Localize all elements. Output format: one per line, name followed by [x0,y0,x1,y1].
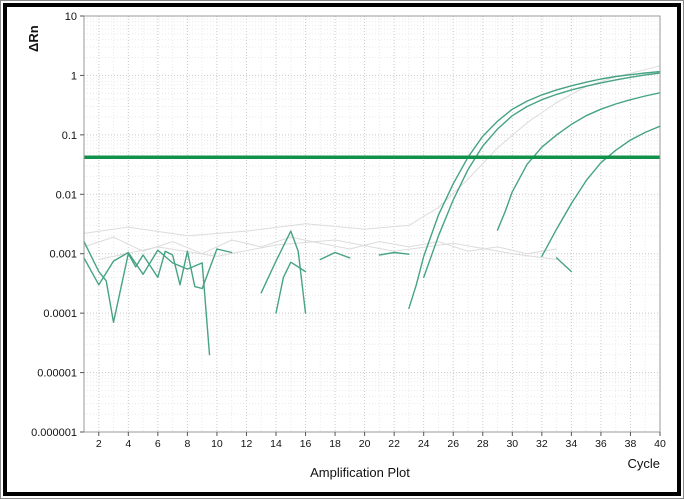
y-tick-label: 0.01 [56,189,77,201]
y-axis-label: ΔRn [26,25,41,52]
x-tick-label: 8 [184,438,190,450]
x-tick-label: 30 [506,438,518,450]
baseline-noise-5 [319,251,351,261]
baseline-noise-3 [260,230,307,314]
x-tick-label: 28 [477,438,489,450]
x-tick-label: 26 [447,438,459,450]
plot-background [84,16,660,432]
drift-trace-3 [98,239,558,260]
x-tick-label: 6 [155,438,161,450]
amplification-curve-4 [541,125,661,258]
x-axis-label: Cycle [627,456,660,471]
x-tick-label: 40 [654,438,666,450]
x-tick-label: 18 [329,438,341,450]
x-tick-label: 34 [566,438,578,450]
x-tick-label: 10 [211,438,223,450]
axis-layer: 2 4 6 8 10 12 14 16 18 20 22 24 26 28 30 32 34 36 38 401010… [31,11,666,450]
series-layer [83,65,661,356]
baseline-noise-4 [275,261,307,314]
y-tick-label: 1 [71,70,77,82]
amplification-curve-1 [408,70,661,310]
y-tick-label: 0.00001 [37,368,77,380]
grid-layer [83,15,661,433]
baseline-noise-6 [378,251,410,256]
x-tick-label: 14 [270,438,282,450]
x-tick-label: 4 [125,438,131,450]
x-tick-label: 38 [625,438,637,450]
chart-title: Amplification Plot [310,465,410,480]
y-tick-label: 10 [65,11,77,23]
drift-trace-2 [83,236,558,255]
amplification-curve-2 [423,72,661,279]
y-tick-label: 0.1 [62,130,77,142]
x-tick-label: 20 [359,438,371,450]
y-tick-label: 0.001 [49,249,77,261]
x-tick-label: 32 [536,438,548,450]
baseline-noise-7 [555,257,573,273]
baseline-noise-2 [83,249,211,356]
y-tick-label: 0.0001 [43,308,77,320]
baseline-noise-1 [83,240,233,323]
drift-trace-1 [83,65,661,237]
x-tick-label: 24 [418,438,430,450]
plot-border [83,15,661,433]
x-tick-label: 22 [388,438,400,450]
y-tick-label: 0.000001 [31,427,77,439]
amplification-curve-3 [496,92,661,231]
x-tick-label: 16 [300,438,312,450]
x-tick-label: 36 [595,438,607,450]
x-tick-label: 12 [241,438,253,450]
x-tick-label: 2 [96,438,102,450]
